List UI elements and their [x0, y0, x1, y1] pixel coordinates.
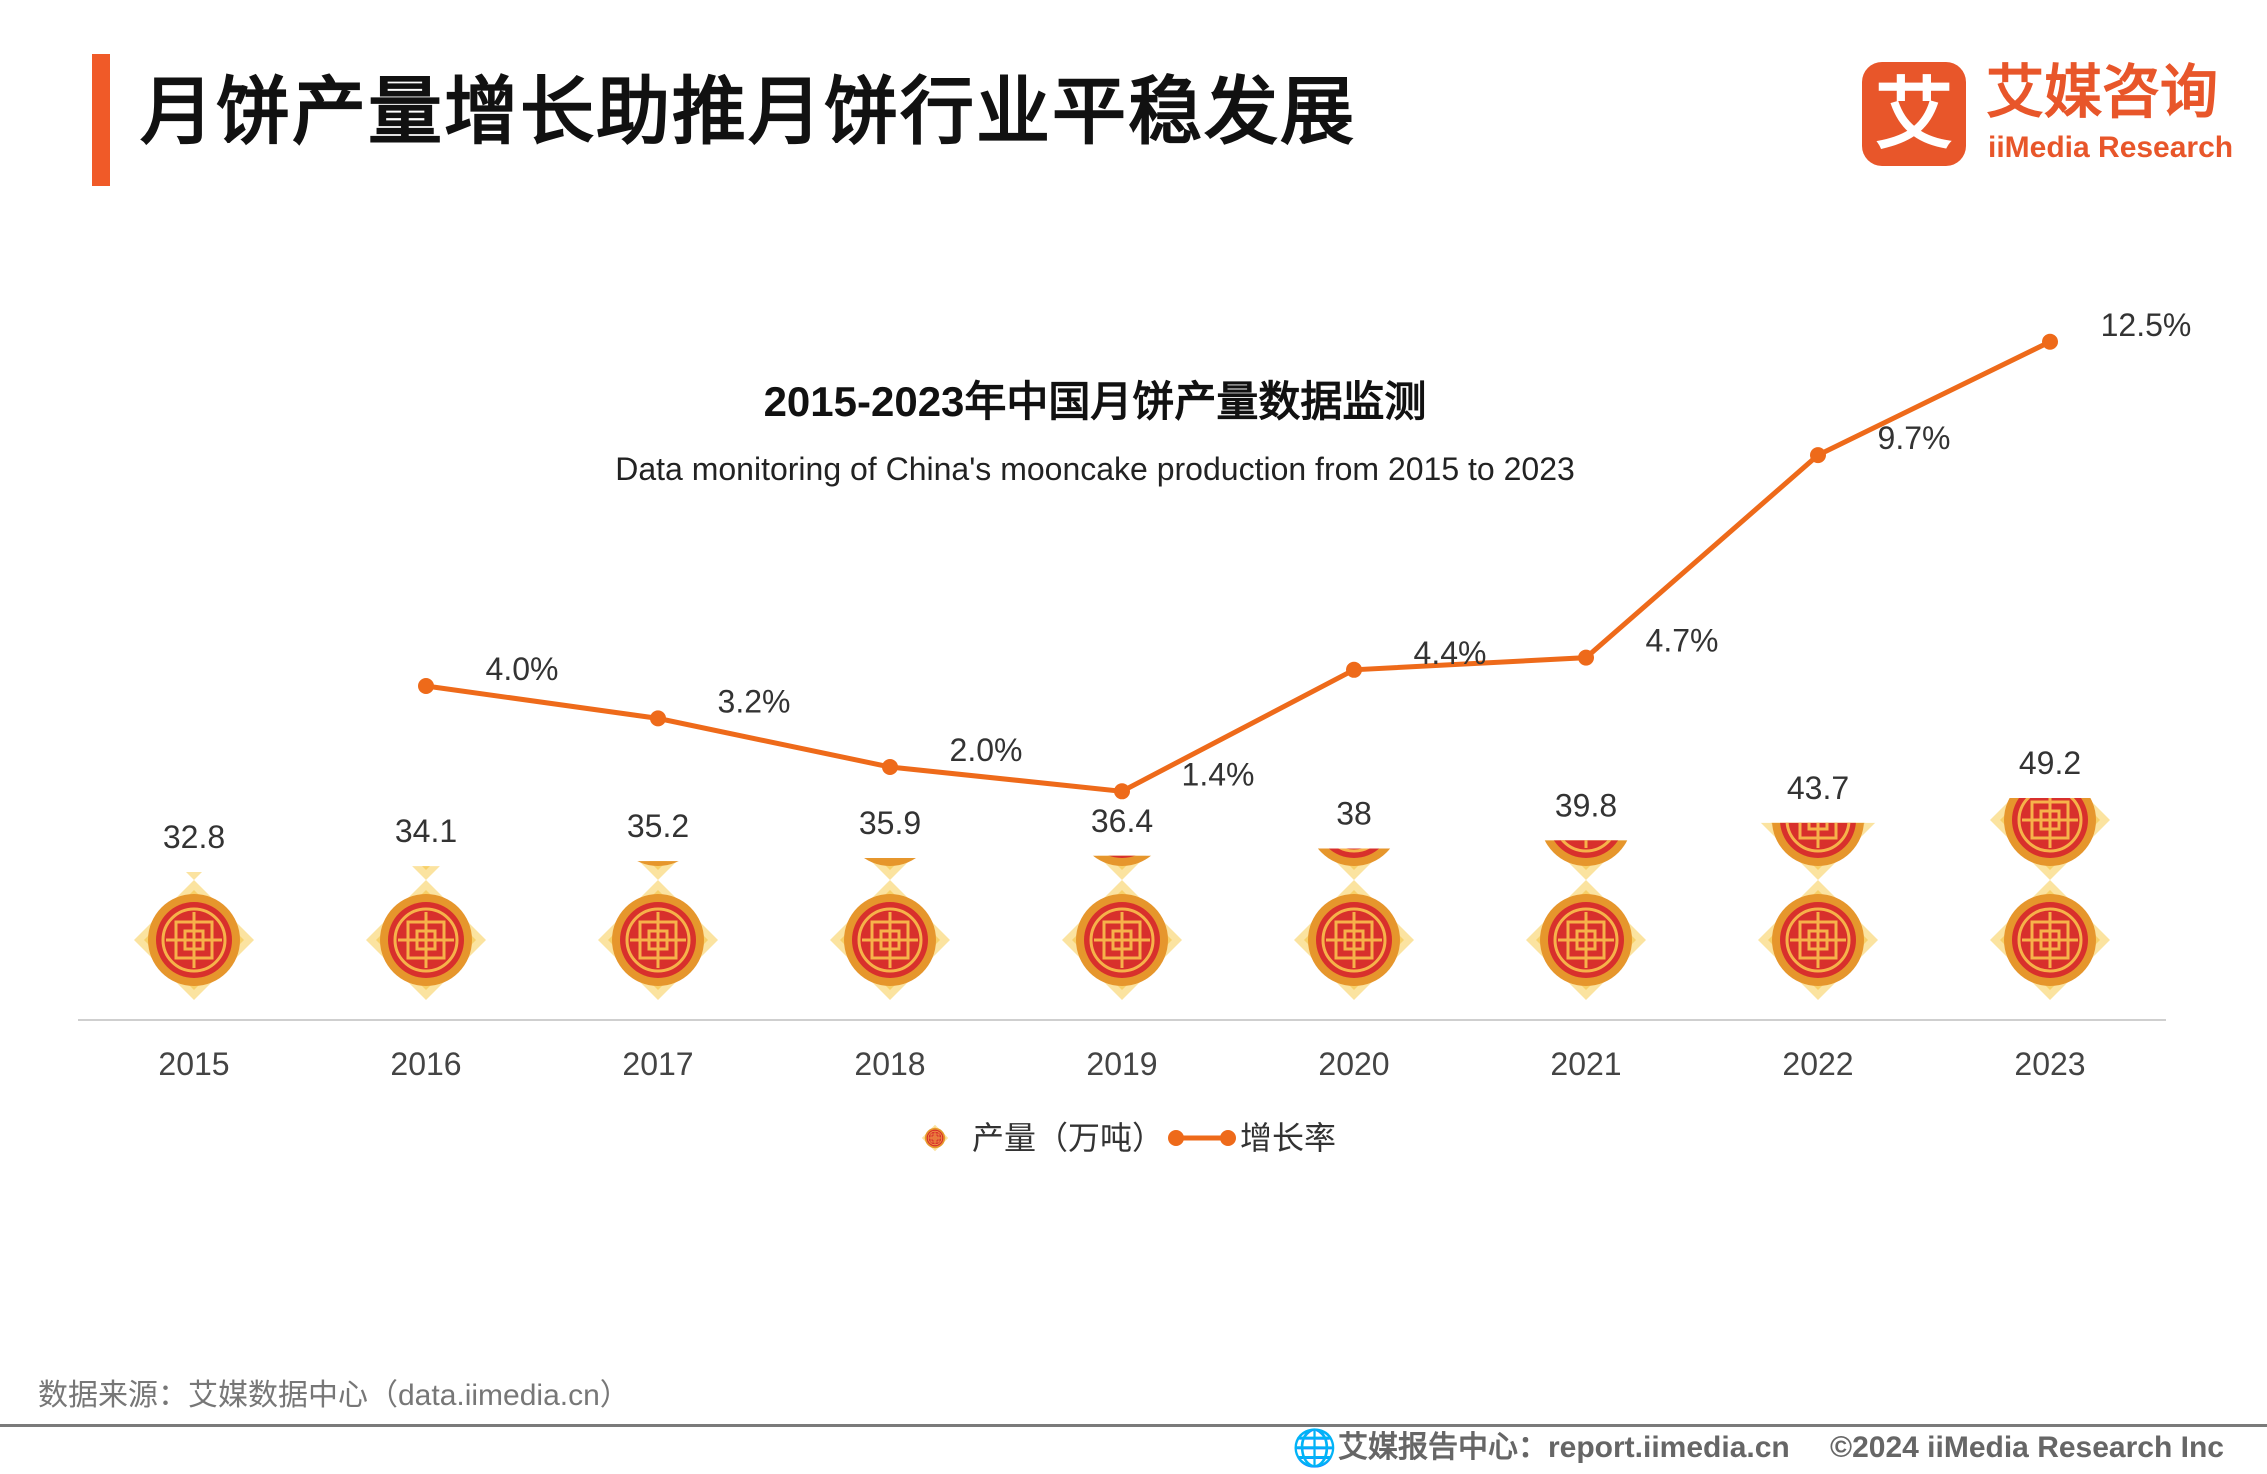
report-center-link[interactable]: 艾媒报告中心：report.iimedia.cn — [1338, 1431, 1790, 1464]
production-bar — [1062, 640, 1182, 1000]
bar-value-label: 38 — [1336, 796, 1372, 832]
x-tick-label: 2015 — [158, 1046, 229, 1082]
mooncake-icon — [1062, 640, 1182, 760]
production-bar — [1990, 640, 2110, 1000]
production-bar — [134, 640, 254, 1000]
mooncake-icon — [598, 640, 718, 760]
x-tick-label: 2016 — [390, 1046, 461, 1082]
mooncake-icon — [1760, 822, 1876, 880]
growth-rate-point — [1346, 661, 1362, 678]
growth-rate-label: 9.7% — [1878, 420, 1951, 456]
growth-rate-point — [1114, 783, 1130, 800]
legend-label: 增长率 — [1240, 1120, 1336, 1156]
bar-value-label: 35.2 — [627, 808, 689, 844]
mooncake-icon — [1990, 798, 2110, 880]
mooncake-icon — [637, 861, 679, 880]
mooncake-icon — [366, 640, 486, 760]
mooncake-icon — [412, 866, 440, 880]
mooncake-icon — [1317, 848, 1391, 880]
bar-value-label: 35.9 — [859, 805, 921, 841]
x-tick-label: 2021 — [1550, 1046, 1621, 1082]
x-tick-label: 2022 — [1782, 1046, 1853, 1082]
bar-value-label: 49.2 — [2019, 745, 2081, 781]
mooncake-icon — [864, 858, 916, 880]
bar-value-label: 39.8 — [1555, 787, 1617, 823]
mooncake-icon — [1062, 880, 1182, 1000]
mooncake-icon — [1544, 840, 1628, 880]
mooncake-icon — [830, 880, 950, 1000]
legend-mooncake-icon — [921, 1124, 949, 1152]
mooncake-icon — [1093, 855, 1151, 880]
mooncake-icon — [134, 640, 254, 760]
bar-value-label: 36.4 — [1091, 803, 1153, 839]
bar-value-label: 43.7 — [1787, 770, 1849, 806]
mooncake-icon — [830, 640, 950, 760]
bar-value-label: 34.1 — [395, 813, 457, 849]
growth-rate-point — [418, 678, 434, 694]
mooncake-icon — [1526, 880, 1646, 1000]
growth-rate-point — [650, 710, 666, 727]
growth-rate-point — [1810, 447, 1826, 464]
legend-item-growth[interactable]: 增长率 — [1168, 1120, 1336, 1156]
x-tick-label: 2017 — [622, 1046, 693, 1082]
chart-subtitle: Data monitoring of China's mooncake prod… — [615, 451, 1575, 487]
growth-rate-point — [1578, 649, 1594, 666]
x-tick-label: 2020 — [1318, 1046, 1389, 1082]
growth-rate-label: 2.0% — [950, 732, 1023, 768]
mooncake-icon — [134, 880, 254, 1000]
production-bar — [366, 640, 486, 1000]
growth-rate-label: 3.2% — [718, 683, 791, 719]
x-tick-label: 2019 — [1086, 1046, 1157, 1082]
x-tick-label: 2018 — [854, 1046, 925, 1082]
logo-name-en: iiMedia Research — [1988, 131, 2234, 164]
growth-rate-label: 12.5% — [2101, 307, 2192, 343]
mooncake-icon — [1758, 880, 1878, 1000]
mooncake-icon — [598, 880, 718, 1000]
production-bar — [1294, 640, 1414, 1000]
mooncake-icon — [1294, 640, 1414, 760]
brand-logo[interactable]: 艾 艾媒咨询 iiMedia Research — [1862, 60, 2233, 172]
mooncake-icon — [186, 872, 202, 880]
mooncake-icon — [1990, 640, 2110, 760]
production-bar — [1526, 840, 1646, 1000]
growth-rate-label: 1.4% — [1182, 756, 1255, 792]
title-accent-bar — [92, 54, 110, 186]
copyright-text: ©2024 iiMedia Research Inc — [1830, 1431, 2224, 1464]
production-bar — [1758, 640, 1878, 1000]
mooncake-icon — [366, 880, 486, 1000]
growth-rate-label: 4.0% — [486, 651, 559, 687]
growth-rate-point — [882, 759, 898, 775]
growth-rate-label: 4.4% — [1414, 635, 1487, 671]
chart-title: 2015-2023年中国月饼产量数据监测 — [763, 378, 1427, 425]
mooncake-icon — [1990, 880, 2110, 1000]
logo-mark-icon: 艾 — [1862, 62, 1966, 166]
legend-item-production[interactable]: 产量（万吨） — [921, 1120, 1164, 1156]
production-bar — [598, 640, 718, 1000]
growth-rate-label: 4.7% — [1646, 623, 1719, 659]
logo-name-cn: 艾媒咨询 — [1986, 60, 2219, 125]
growth-rate-point — [2042, 333, 2058, 350]
bar-value-label: 32.8 — [163, 819, 225, 855]
globe-icon: 🌐 — [1292, 1427, 1337, 1468]
growth-rate-line — [425, 339, 2052, 794]
legend-label: 产量（万吨） — [972, 1120, 1164, 1156]
mooncake-icon — [1758, 640, 1878, 760]
mooncake-icon — [1294, 880, 1414, 1000]
x-tick-label: 2023 — [2014, 1046, 2085, 1082]
data-source: 数据来源：艾媒数据中心（data.iimedia.cn） — [38, 1379, 630, 1412]
page-title: 月饼产量增长助推月饼行业平稳发展 — [140, 70, 1356, 153]
footer-divider — [0, 1424, 2267, 1427]
production-bar — [830, 640, 950, 1000]
